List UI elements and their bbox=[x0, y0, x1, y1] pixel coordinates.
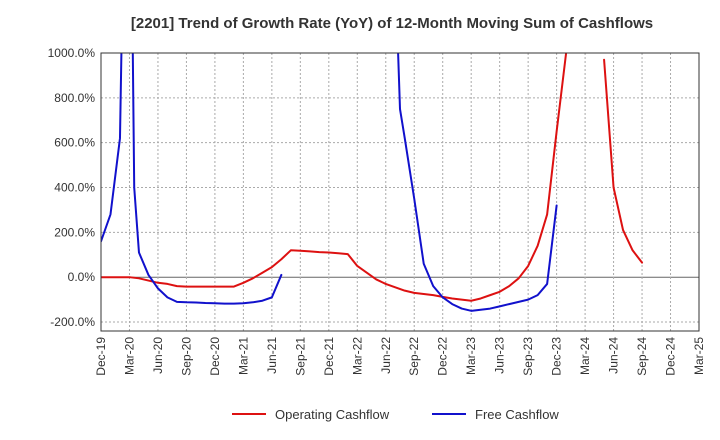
x-tick-label: Jun-22 bbox=[379, 337, 393, 374]
y-tick-label: 400.0% bbox=[54, 181, 95, 195]
legend-label: Free Cashflow bbox=[475, 407, 559, 422]
y-tick-label: 1000.0% bbox=[48, 46, 96, 60]
x-tick-label: Dec-19 bbox=[94, 337, 108, 376]
x-tick-label: Mar-23 bbox=[464, 337, 478, 375]
x-axis: Dec-19 Mar-20 Jun-20 Sep-20 Dec-20 Mar-21 Jun-… bbox=[94, 337, 706, 376]
x-tick-label: Sep-23 bbox=[521, 337, 535, 376]
x-tick-label: Mar-21 bbox=[236, 337, 250, 375]
x-tick-label: Sep-24 bbox=[635, 337, 649, 376]
x-tick-label: Mar-25 bbox=[692, 337, 706, 375]
series-line-free-cashflow bbox=[101, 53, 558, 312]
y-tick-label: -200.0% bbox=[50, 315, 95, 329]
y-tick-label: 800.0% bbox=[54, 91, 95, 105]
x-tick-label: Sep-20 bbox=[179, 337, 193, 376]
x-tick-label: Mar-24 bbox=[578, 337, 592, 375]
x-tick-label: Dec-22 bbox=[436, 337, 450, 376]
y-tick-label: 0.0% bbox=[68, 270, 96, 284]
grid bbox=[101, 52, 699, 331]
y-axis: -200.0% 0.0% 200.0% 400.0% 600.0% 800.0% 1000.… bbox=[48, 46, 96, 329]
x-tick-label: Jun-20 bbox=[151, 337, 165, 374]
x-tick-label: Jun-21 bbox=[265, 337, 279, 374]
series-line-operating-cashflow bbox=[101, 53, 644, 302]
chart-title: [2201] Trend of Growth Rate (YoY) of 12-… bbox=[131, 15, 653, 32]
x-tick-label: Jun-23 bbox=[493, 337, 507, 374]
plot-frame bbox=[100, 52, 700, 332]
x-tick-label: Dec-21 bbox=[322, 337, 336, 376]
x-tick-label: Dec-24 bbox=[664, 337, 678, 376]
legend: Operating Cashflow Free Cashflow bbox=[232, 407, 559, 422]
x-tick-label: Dec-20 bbox=[208, 337, 222, 376]
x-tick-label: Mar-20 bbox=[122, 337, 136, 375]
legend-label: Operating Cashflow bbox=[275, 407, 390, 422]
y-tick-label: 200.0% bbox=[54, 225, 95, 239]
x-tick-label: Sep-21 bbox=[293, 337, 307, 376]
series-lines bbox=[101, 53, 644, 312]
y-tick-label: 600.0% bbox=[54, 136, 95, 150]
x-tick-label: Jun-24 bbox=[607, 337, 621, 374]
x-tick-label: Mar-22 bbox=[350, 337, 364, 375]
x-tick-label: Dec-23 bbox=[550, 337, 564, 376]
x-tick-label: Sep-22 bbox=[407, 337, 421, 376]
